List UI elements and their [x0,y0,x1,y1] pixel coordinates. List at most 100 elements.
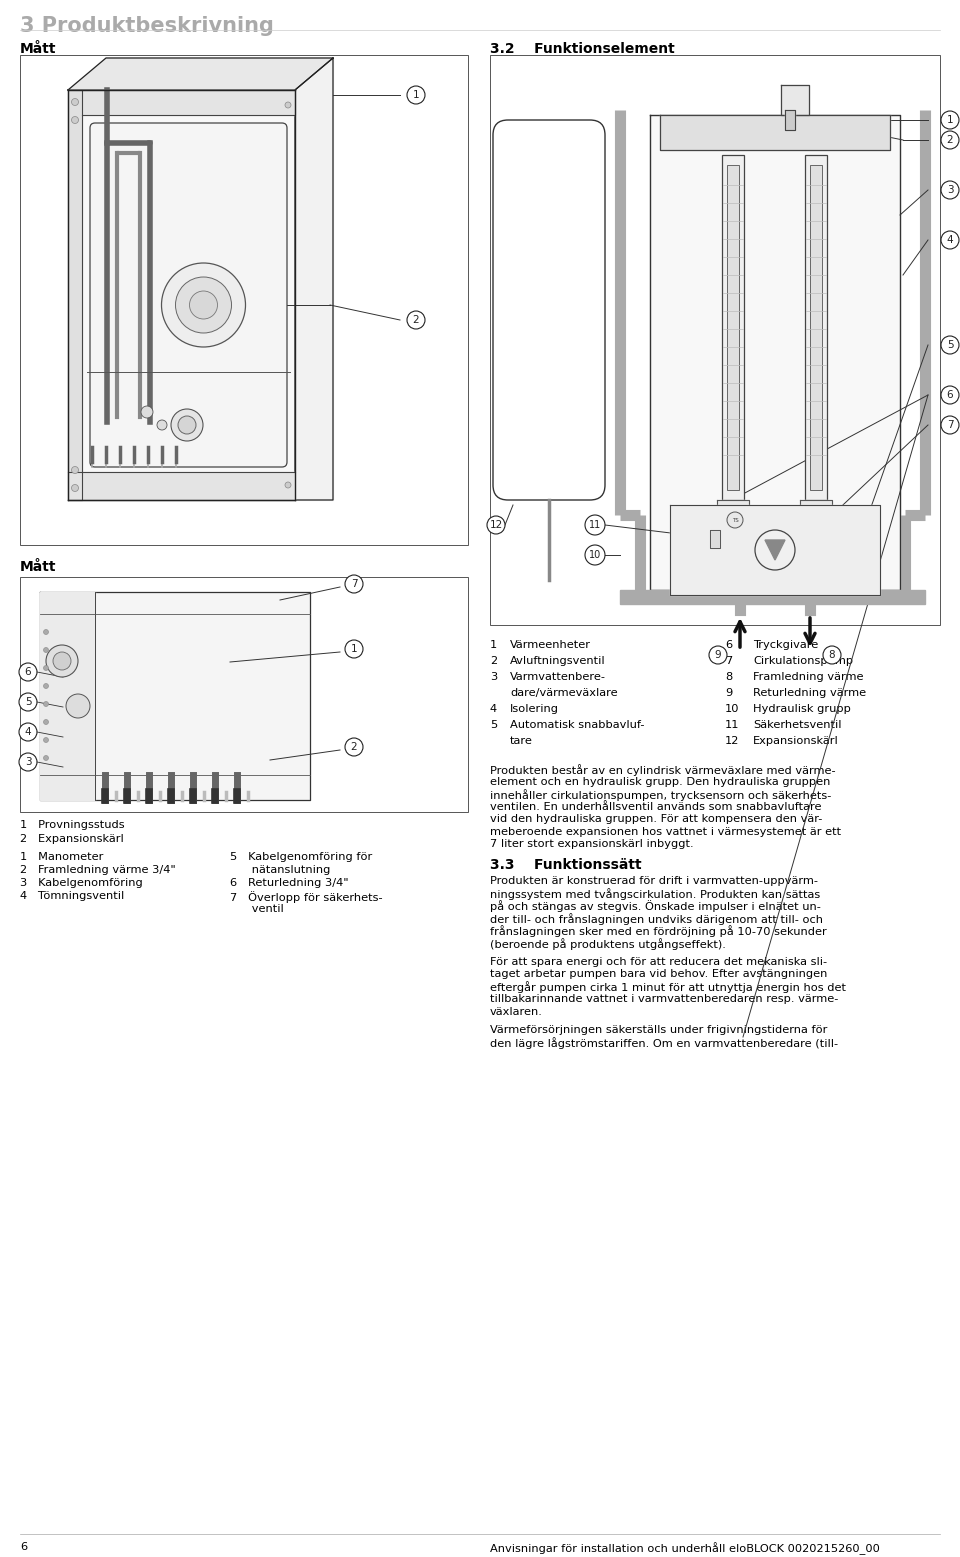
Circle shape [19,722,37,741]
Text: 4   Tömningsventil: 4 Tömningsventil [20,891,124,902]
Bar [810,165,822,490]
Circle shape [161,263,246,347]
Text: ventilen. En underhållsventil används som snabbavluftare: ventilen. En underhållsventil används so… [490,802,822,811]
Polygon shape [68,90,82,500]
Text: 9: 9 [725,688,732,698]
Text: 11: 11 [725,719,739,730]
Text: 9: 9 [714,649,721,660]
Polygon shape [650,115,900,590]
Text: der till- och frånslagningen undviks därigenom att till- och: der till- och frånslagningen undviks där… [490,912,823,925]
FancyBboxPatch shape [493,120,605,500]
Polygon shape [765,540,785,561]
Text: Värmeenheter: Värmeenheter [510,640,591,649]
Polygon shape [670,504,880,595]
Polygon shape [660,115,890,149]
Text: 11: 11 [588,520,601,529]
Text: Framledning värme: Framledning värme [753,673,863,682]
Text: 5   Kabelgenomföring för: 5 Kabelgenomföring för [230,852,372,863]
Text: Varmvattenbere-: Varmvattenbere- [510,673,606,682]
Bar [805,156,827,500]
Text: Produkten är konstruerad för drift i varmvatten-uppvärm-: Produkten är konstruerad för drift i var… [490,875,818,886]
Text: 2   Framledning värme 3/4": 2 Framledning värme 3/4" [20,866,176,875]
Circle shape [71,98,79,106]
Bar [20,578,468,813]
Text: 3: 3 [490,673,497,682]
Text: 2: 2 [947,135,953,145]
Text: 2: 2 [490,655,497,666]
Text: 1: 1 [490,640,497,649]
Circle shape [941,111,959,129]
Text: på och stängas av stegvis. Önskade impulser i elnätet un-: på och stängas av stegvis. Önskade impul… [490,900,821,912]
Circle shape [189,291,218,319]
Circle shape [19,754,37,771]
Text: tare: tare [510,736,533,746]
Circle shape [71,467,79,473]
Circle shape [176,277,231,333]
FancyBboxPatch shape [90,123,287,467]
Text: 1: 1 [350,645,357,654]
Circle shape [178,416,196,434]
Text: 3: 3 [947,185,953,195]
Text: 5: 5 [25,698,32,707]
Text: 6: 6 [20,1541,27,1552]
Circle shape [66,694,90,718]
Text: Mått: Mått [20,561,57,575]
Circle shape [755,529,795,570]
Circle shape [407,86,425,104]
Circle shape [53,652,71,670]
Text: 8: 8 [828,649,835,660]
Text: 6: 6 [947,389,953,400]
Circle shape [941,230,959,249]
Text: dare/värmeväxlare: dare/värmeväxlare [510,688,617,698]
Circle shape [46,645,78,677]
Text: 5: 5 [947,339,953,350]
Circle shape [407,311,425,329]
Bar [20,54,468,545]
Text: Värmeförsörjningen säkerställs under frigivningstiderna för: Värmeförsörjningen säkerställs under fri… [490,1025,828,1035]
Circle shape [43,684,49,688]
Circle shape [157,420,167,430]
Text: 7: 7 [725,655,732,666]
Circle shape [941,386,959,403]
Circle shape [141,406,153,417]
Text: element och en hydraulisk grupp. Den hydrauliska gruppen: element och en hydraulisk grupp. Den hyd… [490,777,830,786]
Circle shape [709,646,727,663]
Circle shape [585,515,605,536]
Text: 3: 3 [25,757,32,768]
Circle shape [43,648,49,652]
Text: För att spara energi och för att reducera det mekaniska sli-: För att spara energi och för att reducer… [490,956,828,967]
Circle shape [285,483,291,487]
Text: 6: 6 [725,640,732,649]
Text: 2   Expansionskärl: 2 Expansionskärl [20,835,124,844]
Text: taget arbetar pumpen bara vid behov. Efter avstängningen: taget arbetar pumpen bara vid behov. Eft… [490,968,828,979]
Text: Cirkulationspump: Cirkulationspump [753,655,853,666]
Text: (beroende på produktens utgångseffekt).: (beroende på produktens utgångseffekt). [490,937,726,950]
Circle shape [43,738,49,743]
Text: 8: 8 [725,673,732,682]
Polygon shape [68,90,295,500]
Bar [727,165,739,490]
Text: 5: 5 [490,719,497,730]
Text: Avluftningsventil: Avluftningsventil [510,655,606,666]
Circle shape [43,702,49,707]
Circle shape [727,512,743,528]
Circle shape [171,409,203,441]
Circle shape [43,719,49,724]
Text: 1: 1 [947,115,953,125]
Circle shape [941,336,959,353]
Text: meberoende expansionen hos vattnet i värmesystemet är ett: meberoende expansionen hos vattnet i vär… [490,827,841,836]
Text: Mått: Mått [20,42,57,56]
Circle shape [941,131,959,149]
Text: 3.2    Funktionselement: 3.2 Funktionselement [490,42,675,56]
Text: TS: TS [732,517,738,523]
Text: 7: 7 [350,579,357,589]
Text: nätanslutning: nätanslutning [230,866,330,875]
Circle shape [585,545,605,565]
Circle shape [43,665,49,671]
Polygon shape [82,90,295,115]
Text: Produkten består av en cylindrisk värmeväxlare med värme-: Produkten består av en cylindrisk värmev… [490,764,835,775]
Circle shape [71,117,79,123]
Text: 3   Kabelgenomföring: 3 Kabelgenomföring [20,878,143,887]
Text: 12: 12 [490,520,503,529]
Text: innehåller cirkulationspumpen, trycksensorn och säkerhets-: innehåller cirkulationspumpen, trycksens… [490,789,831,800]
